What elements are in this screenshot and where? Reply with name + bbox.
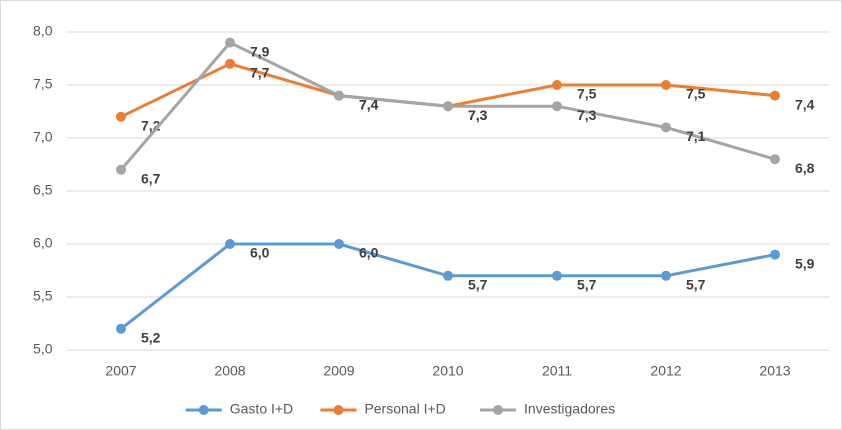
legend-marker [333,405,344,415]
x-tick-label: 2009 [323,363,354,379]
data-label: 7,5 [577,86,597,102]
point [770,90,780,101]
point [443,101,453,112]
data-label: 7,4 [359,96,379,112]
legend-label: Personal I+D [364,401,445,417]
data-label: 5,7 [577,277,597,293]
data-label: 5,9 [795,255,815,271]
y-tick-label: 6,0 [33,235,53,251]
point [225,239,235,249]
y-tick-label: 5,5 [33,288,53,304]
data-label: 7,9 [250,43,270,59]
x-tick-label: 2012 [650,363,681,379]
x-tick-label: 2013 [759,363,790,379]
point [116,111,126,122]
data-label: 7,4 [795,96,815,112]
point [443,270,453,281]
x-tick-label: 2007 [105,363,136,379]
data-label: 6,0 [359,245,379,261]
point [334,239,344,249]
point [225,37,235,48]
point [225,58,235,69]
point [770,154,780,165]
y-tick-label: 6,5 [33,182,53,198]
x-tick-label: 2010 [432,363,463,379]
point [661,80,671,90]
point [334,90,344,101]
data-label: 5,7 [686,277,706,293]
point [552,101,562,112]
y-tick-label: 7,5 [33,76,53,92]
point [116,164,126,175]
legend-marker [198,405,209,415]
point [552,270,562,281]
legend-label: Gasto I+D [230,401,293,417]
x-tick-label: 2008 [214,363,245,379]
data-label: 6,0 [250,245,270,261]
data-label: 7,7 [250,65,270,81]
x-tick-label: 2011 [542,363,572,379]
point [661,270,671,281]
y-tick-label: 5,0 [33,341,53,357]
point [552,80,562,90]
y-tick-label: 7,0 [33,129,53,145]
data-label: 7,3 [468,107,488,123]
data-label: 6,7 [141,171,161,187]
data-label: 7,5 [686,86,706,102]
y-tick-label: 8,0 [33,23,53,39]
point [116,323,126,334]
data-label: 7,3 [468,107,488,123]
data-label: 7,3 [577,107,597,123]
data-label: 6,8 [795,160,815,176]
point [770,249,780,260]
point [661,122,671,133]
data-label: 7,1 [686,128,706,144]
data-label: 5,2 [141,330,161,346]
data-label: 5,7 [468,277,488,293]
legend-label: Investigadores [524,401,615,417]
legend-marker [493,405,504,415]
